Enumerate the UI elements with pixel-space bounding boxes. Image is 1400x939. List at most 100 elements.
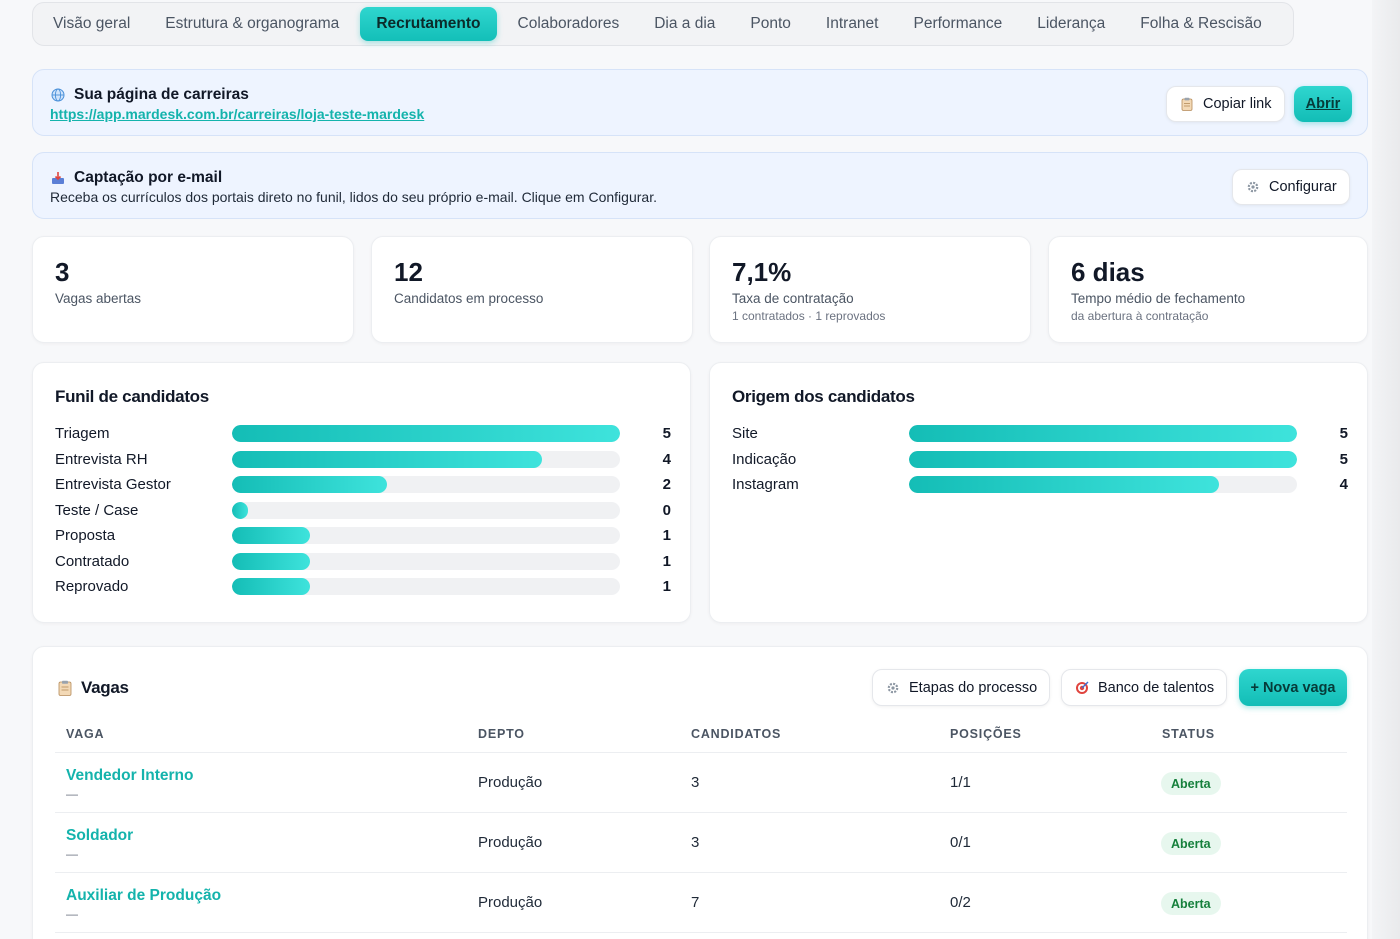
funnel-bar-track bbox=[232, 527, 620, 545]
funnel-label: Contratado bbox=[55, 552, 130, 570]
funnel-count: 5 bbox=[662, 425, 671, 443]
funnel-bar-track bbox=[232, 450, 620, 468]
stat-open-jobs: 3 Vagas abertas bbox=[32, 236, 354, 343]
origin-count: 4 bbox=[1339, 476, 1348, 494]
table-row[interactable]: Auxiliar de Produção — Produção 7 0/2 Ab… bbox=[55, 873, 1347, 933]
email-capture-title: Captação por e-mail bbox=[74, 169, 223, 186]
talent-pool-label: Banco de talentos bbox=[1098, 679, 1215, 696]
funnel-bar-track bbox=[232, 425, 620, 443]
job-title-link[interactable]: Soldador bbox=[66, 827, 134, 844]
funnel-label: Entrevista RH bbox=[55, 450, 148, 468]
funnel-bar-track bbox=[232, 501, 620, 519]
stat-sub: da abertura à contratação bbox=[1071, 309, 1209, 323]
stat-label: Candidatos em processo bbox=[394, 291, 544, 306]
stat-value: 6 dias bbox=[1071, 257, 1145, 287]
careers-title: Sua página de carreiras bbox=[74, 86, 249, 103]
funnel-bar bbox=[232, 425, 620, 443]
stat-value: 12 bbox=[394, 257, 423, 287]
job-positions: 0/2 bbox=[950, 894, 971, 911]
stat-close-time: 6 dias Tempo médio de fechamento da aber… bbox=[1048, 236, 1368, 343]
open-careers-button[interactable]: Abrir bbox=[1294, 86, 1352, 122]
funnel-label: Entrevista Gestor bbox=[55, 476, 171, 494]
column-header-status[interactable]: STATUS bbox=[1162, 727, 1215, 741]
talent-pool-button[interactable]: Banco de talentos bbox=[1061, 669, 1228, 706]
job-dept: Produção bbox=[478, 834, 543, 851]
column-header-candidatos[interactable]: CANDIDATOS bbox=[691, 727, 782, 741]
table-row[interactable]: Vendedor Interno — Produção 3 1/1 Aberta bbox=[55, 753, 1347, 813]
tab-recrutamento[interactable]: Recrutamento bbox=[360, 7, 497, 41]
stat-label: Vagas abertas bbox=[55, 291, 142, 306]
funnel-rows: Triagem 5 Entrevista RH 4 Entrevista Gestor 2… bbox=[55, 421, 671, 600]
tab-dia-a-dia[interactable]: Dia a dia bbox=[654, 15, 716, 32]
funnel-bar bbox=[232, 501, 248, 519]
job-dept: Produção bbox=[478, 774, 543, 791]
job-title-link[interactable]: Vendedor Interno bbox=[66, 767, 194, 784]
funnel-label: Proposta bbox=[55, 527, 116, 545]
funnel-bar bbox=[232, 476, 388, 494]
email-capture-banner: Captação por e-mail Receba os currículos… bbox=[32, 152, 1368, 219]
funnel-label: Teste / Case bbox=[55, 501, 139, 519]
stat-label: Taxa de contratação bbox=[732, 291, 854, 306]
job-subtitle: — bbox=[66, 847, 78, 861]
funnel-row: Entrevista Gestor 2 bbox=[55, 472, 671, 498]
table-row[interactable]: Soldador — Produção 3 0/1 Aberta bbox=[55, 813, 1347, 873]
stat-label: Tempo médio de fechamento bbox=[1071, 291, 1246, 306]
careers-url-link[interactable]: https://app.mardesk.com.br/carreiras/loj… bbox=[50, 106, 425, 122]
stat-value: 3 bbox=[55, 257, 70, 287]
funnel-count: 1 bbox=[662, 578, 671, 596]
globe-icon bbox=[50, 87, 66, 103]
funnel-count: 1 bbox=[662, 552, 671, 570]
tab-ponto[interactable]: Ponto bbox=[750, 15, 791, 32]
funnel-bar-track bbox=[232, 476, 620, 494]
stat-candidates: 12 Candidatos em processo bbox=[371, 236, 693, 343]
configure-button[interactable]: Configurar bbox=[1232, 169, 1350, 205]
column-header-posicoes[interactable]: POSIÇÕES bbox=[950, 727, 1022, 741]
tab-folha-rescisao[interactable]: Folha & Rescisão bbox=[1140, 15, 1262, 32]
stat-sub: 1 contratados · 1 reprovados bbox=[732, 309, 886, 323]
job-candidates: 3 bbox=[691, 834, 700, 851]
job-subtitle: — bbox=[66, 907, 78, 921]
funnel-panel: Funil de candidatos Triagem 5 Entrevista R… bbox=[32, 362, 691, 623]
job-title-link[interactable]: Auxiliar de Produção bbox=[66, 887, 222, 904]
origin-title: Origem dos candidatos bbox=[732, 387, 915, 406]
vagas-title: Vagas bbox=[81, 678, 129, 697]
origin-row: Indicação 5 bbox=[732, 447, 1348, 473]
origin-bar-track bbox=[909, 450, 1297, 468]
funnel-label: Triagem bbox=[55, 425, 110, 443]
configure-label: Configurar bbox=[1269, 179, 1337, 195]
funnel-bar bbox=[232, 578, 310, 596]
tab-intranet[interactable]: Intranet bbox=[825, 15, 879, 32]
tab-estrutura[interactable]: Estrutura & organograma bbox=[165, 15, 340, 32]
funnel-label: Reprovado bbox=[55, 578, 129, 596]
stat-value: 7,1% bbox=[732, 257, 792, 287]
tab-performance[interactable]: Performance bbox=[913, 15, 1003, 32]
funnel-row: Contratado 1 bbox=[55, 549, 671, 575]
column-header-vaga[interactable]: VAGA bbox=[66, 727, 105, 741]
tab-visao-geral[interactable]: Visão geral bbox=[53, 15, 131, 32]
origin-count: 5 bbox=[1339, 425, 1348, 443]
copy-link-button[interactable]: Copiar link bbox=[1166, 86, 1285, 122]
tab-colaboradores[interactable]: Colaboradores bbox=[517, 15, 620, 32]
careers-page-banner: Sua página de carreiras https://app.mard… bbox=[32, 69, 1368, 136]
job-positions: 0/1 bbox=[950, 834, 971, 851]
origin-bar bbox=[909, 425, 1297, 443]
status-badge: Aberta bbox=[1161, 772, 1221, 795]
origin-bar-track bbox=[909, 476, 1297, 494]
origin-bar bbox=[909, 450, 1297, 468]
careers-title-row: Sua página de carreiras bbox=[50, 86, 249, 104]
job-dept: Produção bbox=[478, 894, 543, 911]
vagas-panel: Vagas Etapas do processo Banco de talent… bbox=[32, 646, 1368, 939]
origin-row: Site 5 bbox=[732, 421, 1348, 447]
inbox-tray-icon bbox=[50, 170, 66, 186]
funnel-bar bbox=[232, 552, 310, 570]
process-stages-button[interactable]: Etapas do processo bbox=[872, 669, 1051, 706]
funnel-row: Entrevista RH 4 bbox=[55, 447, 671, 473]
job-positions: 1/1 bbox=[950, 774, 971, 791]
process-stages-label: Etapas do processo bbox=[909, 679, 1038, 696]
origin-rows: Site 5 Indicação 5 Instagram 4 bbox=[732, 421, 1348, 498]
clipboard-icon bbox=[57, 680, 73, 696]
copy-link-label: Copiar link bbox=[1203, 96, 1272, 112]
tab-lideranca[interactable]: Liderança bbox=[1037, 15, 1106, 32]
new-job-button[interactable]: + Nova vaga bbox=[1239, 669, 1347, 706]
column-header-depto[interactable]: DEPTO bbox=[478, 727, 525, 741]
